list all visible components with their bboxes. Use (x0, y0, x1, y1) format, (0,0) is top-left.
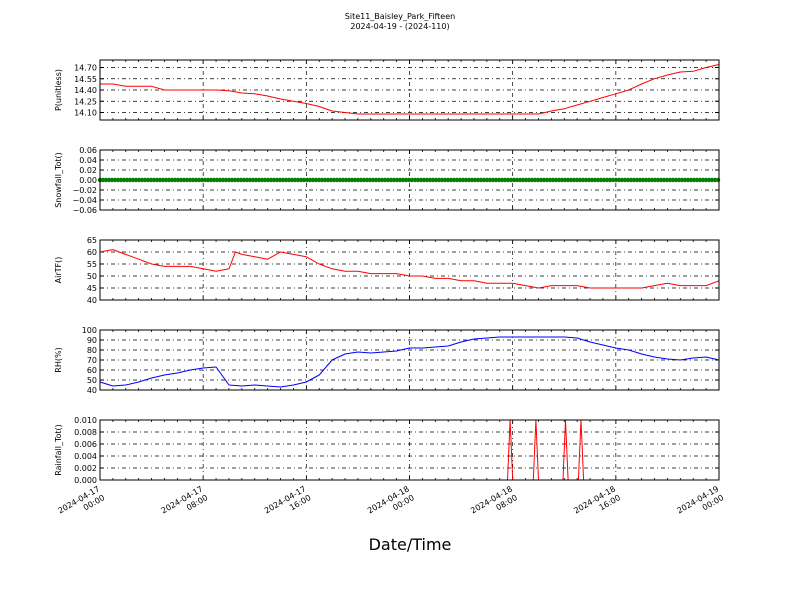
figure-subtitle: 2024-04-19 - (2024-110) (350, 22, 449, 31)
y-tick-label: 60 (87, 366, 97, 375)
y-axis-label: AirTF() (54, 257, 63, 284)
y-tick-label: 65 (87, 236, 97, 245)
y-axis-label: P(unitless) (54, 69, 63, 111)
y-tick-label: 100 (82, 326, 97, 335)
series-line-4 (99, 336, 720, 388)
y-axis-label: RH(%) (54, 347, 63, 372)
y-tick-label: 0.010 (74, 416, 97, 425)
y-tick-label: 40 (87, 296, 97, 305)
y-tick-label: 14.70 (74, 64, 97, 73)
y-tick-label: 0.006 (74, 440, 97, 449)
y-tick-label: 0.000 (74, 476, 97, 485)
panel-3: 40 45 50 55 60 65 AirTF() (54, 236, 720, 305)
y-tick-label: 14.40 (74, 86, 97, 95)
y-axis-label: Snowfall_Tot() (54, 152, 63, 208)
y-tick-label: 14.25 (74, 97, 97, 106)
series-line-3 (99, 249, 720, 289)
y-tick-label: 0.06 (79, 146, 97, 155)
y-axis-label: Rainfall_Tot() (54, 424, 63, 476)
panel-frame (99, 419, 720, 481)
x-axis-label: Date/Time (369, 535, 452, 554)
y-tick-label: −0.06 (72, 206, 97, 215)
y-tick-label: 60 (87, 248, 97, 257)
y-tick-label: 0.02 (79, 166, 97, 175)
y-tick-label: 50 (87, 376, 97, 385)
panel-frame (99, 149, 720, 211)
y-tick-label: 90 (87, 336, 97, 345)
chart-panels: 14.10 14.25 14.40 14.55 14.70 P(unitless) −0.0… (54, 59, 721, 485)
y-tick-label: 70 (87, 356, 97, 365)
y-tick-label: 40 (87, 386, 97, 395)
y-tick-label: 0.00 (79, 176, 97, 185)
panel-1: 14.10 14.25 14.40 14.55 14.70 P(unitless) (54, 59, 720, 121)
y-tick-label: 45 (87, 284, 97, 293)
y-tick-label: 0.008 (74, 428, 97, 437)
y-tick-label: 14.10 (74, 109, 97, 118)
panel-2: −0.06−0.04−0.020.000.020.040.06 Snowfall_… (54, 146, 721, 215)
series-line-1 (100, 64, 720, 115)
panel-frame (99, 329, 720, 391)
panel-frame (99, 239, 720, 301)
y-tick-label: −0.02 (72, 186, 97, 195)
y-tick-label: 14.55 (74, 75, 97, 84)
y-tick-label: 55 (87, 260, 97, 269)
y-tick-label: 50 (87, 272, 97, 281)
y-tick-label: 80 (87, 346, 97, 355)
y-tick-label: 0.002 (74, 464, 97, 473)
panel-5: 0.000 0.002 0.004 0.006 0.008 0.010 Rainfall_T… (54, 416, 720, 485)
y-tick-label: 0.004 (74, 452, 97, 461)
panel-frame (99, 59, 720, 121)
y-tick-label: 0.04 (79, 156, 97, 165)
figure-title: Site11_Baisley_Park_Fifteen (345, 12, 455, 21)
y-tick-label: −0.04 (72, 196, 97, 205)
snowfall-marker (715, 177, 721, 183)
